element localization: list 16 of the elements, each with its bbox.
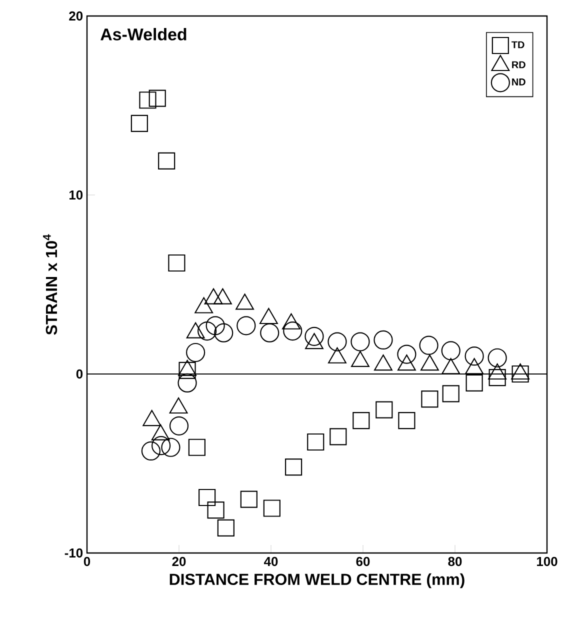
y-axis-title: STRAIN x 10$^{4}$: [43, 234, 58, 335]
legend-label: TD: [512, 41, 524, 48]
x-tick-label: 20: [172, 556, 186, 566]
y-tick-label: -10: [64, 548, 83, 558]
legend-label: ND: [512, 78, 526, 86]
text: As-Welded: [100, 28, 186, 40]
x-tick-label: 60: [356, 556, 370, 566]
x-tick-label: 0: [84, 556, 90, 566]
x-tick-label: 80: [448, 556, 462, 566]
x-tick-label: 100: [537, 556, 558, 566]
legend-label: RD: [512, 61, 526, 68]
y-tick-label: 20: [69, 11, 83, 21]
x-axis-title: DISTANCE FROM WELD CENTRE (mm): [170, 573, 464, 588]
x-tick-label: 40: [264, 556, 278, 566]
y-tick-label: 0: [76, 369, 83, 379]
y-tick-label: 10: [69, 190, 83, 200]
